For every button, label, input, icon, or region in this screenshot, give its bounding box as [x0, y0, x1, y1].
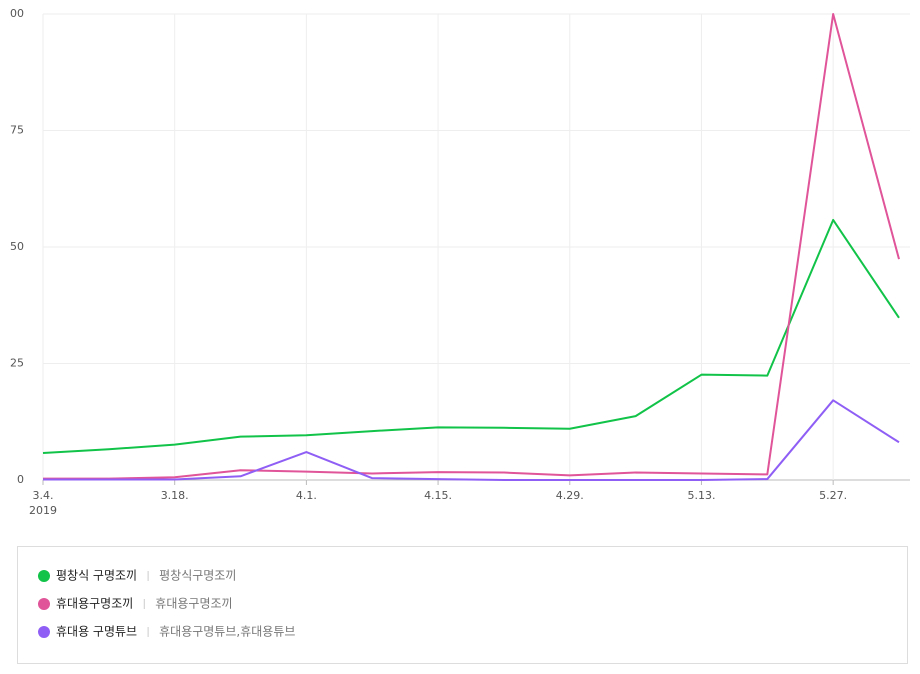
x-tick-label: 5.27.: [819, 489, 847, 502]
legend-box: [17, 546, 908, 664]
y-tick-label: 25: [10, 357, 24, 370]
legend-label: 평창식 구명조끼: [56, 569, 137, 583]
legend-marker: [38, 570, 50, 582]
y-tick-label: 75: [10, 124, 24, 137]
series-line: [43, 399, 900, 481]
year-label: 2019: [29, 504, 57, 517]
legend-keywords: 휴대용구명튜브,휴대용튜브: [159, 625, 295, 639]
x-tick-label: 5.13.: [687, 489, 715, 502]
x-tick-label: 4.1.: [296, 489, 317, 502]
y-tick-label: 50: [10, 240, 24, 253]
legend-marker: [38, 598, 50, 610]
y-tick-label: 00: [10, 7, 24, 20]
series-line: [43, 13, 900, 480]
x-tick-label: 3.18.: [161, 489, 189, 502]
y-tick-label: 0: [17, 473, 24, 486]
series-line: [42, 218, 900, 454]
x-tick-label: 3.4.: [33, 489, 54, 502]
legend-label: 휴대용구명조끼: [56, 597, 133, 611]
legend-marker: [38, 626, 50, 638]
x-tick-label: 4.15.: [424, 489, 452, 502]
legend-keywords: 휴대용구명조끼: [155, 597, 232, 611]
legend-keywords: 평창식구명조끼: [159, 569, 236, 583]
x-tick-label: 4.29.: [556, 489, 584, 502]
legend-label: 휴대용 구명튜브: [56, 625, 137, 639]
